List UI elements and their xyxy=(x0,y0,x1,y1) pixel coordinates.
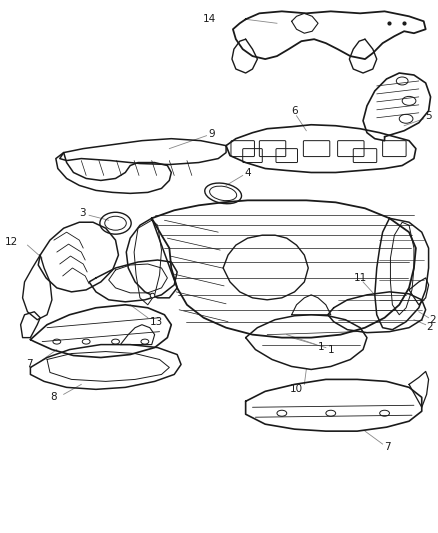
Text: 3: 3 xyxy=(80,208,86,219)
Text: 5: 5 xyxy=(426,111,432,121)
Text: 13: 13 xyxy=(150,317,163,327)
Text: 7: 7 xyxy=(26,359,32,369)
Text: 9: 9 xyxy=(208,128,215,139)
Text: 11: 11 xyxy=(353,273,367,283)
Text: 4: 4 xyxy=(245,168,251,179)
Text: 1: 1 xyxy=(318,342,325,352)
Text: 2: 2 xyxy=(427,322,433,332)
Text: 7: 7 xyxy=(385,442,391,452)
Text: 12: 12 xyxy=(4,237,18,247)
Text: 1: 1 xyxy=(328,344,335,354)
Text: 2: 2 xyxy=(430,314,436,325)
Text: 10: 10 xyxy=(290,384,303,394)
Text: 8: 8 xyxy=(50,392,57,402)
Text: 14: 14 xyxy=(203,14,216,25)
Text: 6: 6 xyxy=(291,106,298,116)
